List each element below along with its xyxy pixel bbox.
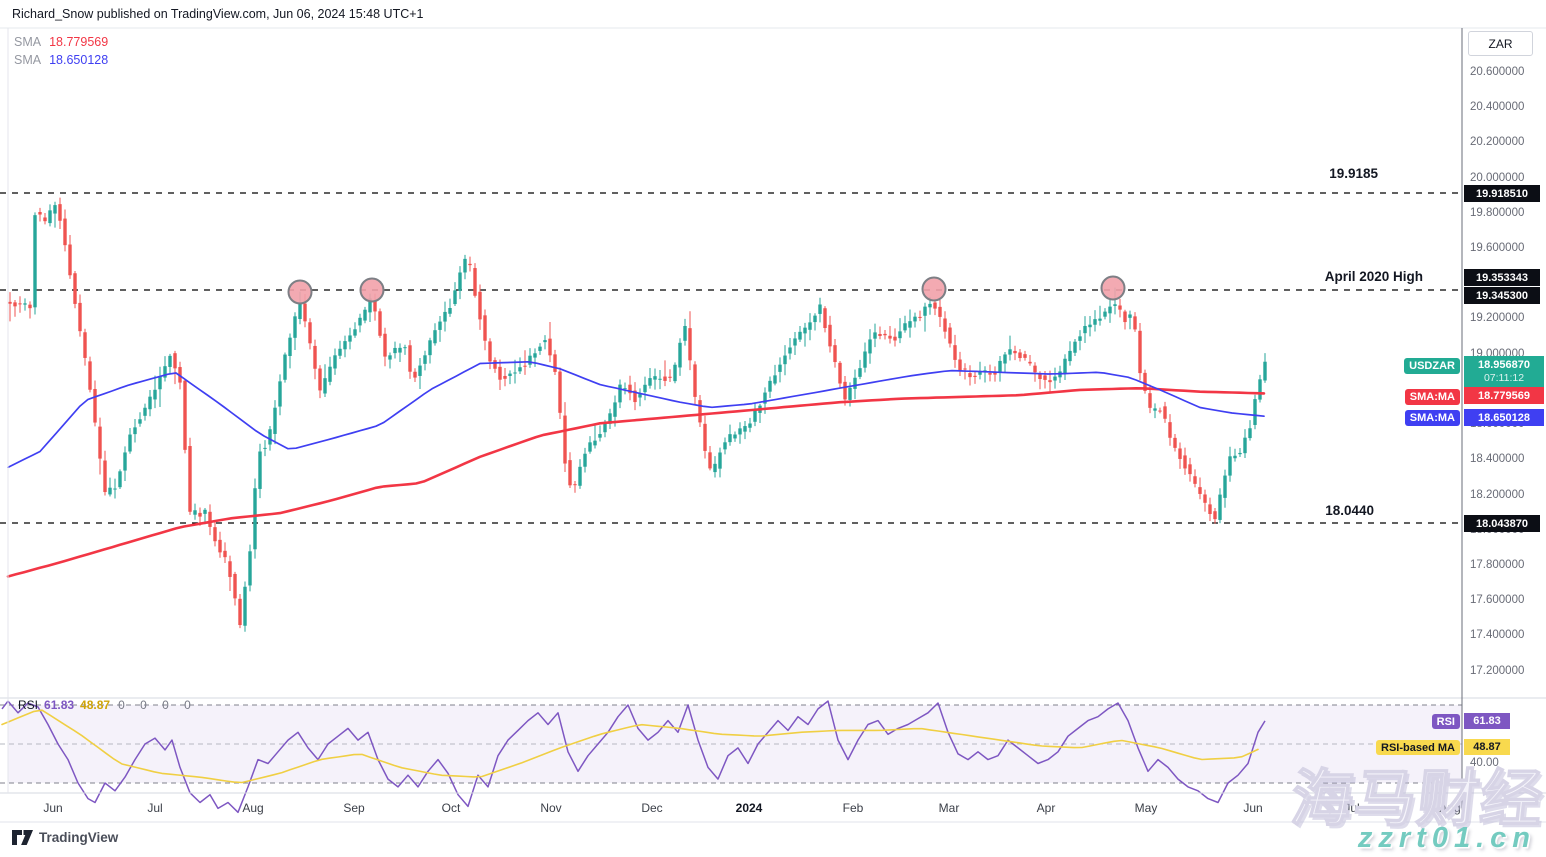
tradingview-logo-icon bbox=[12, 830, 33, 845]
month-label: Jun bbox=[43, 801, 63, 815]
month-label: Jul bbox=[1344, 801, 1360, 815]
month-label: Aug bbox=[242, 801, 264, 815]
month-label: Feb bbox=[842, 801, 864, 815]
sma-slow-price-tag: 18.779569 bbox=[1464, 387, 1544, 404]
tradingview-brand: TradingView bbox=[39, 830, 119, 845]
price-tick-label: 20.200000 bbox=[1470, 136, 1525, 149]
indicator-legend: SMA 18.779569 SMA 18.650128 bbox=[14, 34, 108, 70]
sma-slow-label: SMA bbox=[14, 35, 42, 49]
month-label: May bbox=[1134, 801, 1158, 815]
last-price-value: 18.956870 bbox=[1478, 358, 1530, 371]
price-tick-label: 17.600000 bbox=[1470, 594, 1525, 607]
month-label: 2024 bbox=[735, 801, 763, 815]
month-label: Mar bbox=[938, 801, 960, 815]
month-label: Apr bbox=[1036, 801, 1056, 815]
rsi-ma-value: 48.87 bbox=[80, 698, 111, 712]
month-label: Jul bbox=[147, 801, 163, 815]
sma-fast-price-tag: 18.650128 bbox=[1464, 409, 1544, 426]
last-price-tag: 18.956870 07:11:12 bbox=[1464, 356, 1544, 387]
price-tick-label: 18.200000 bbox=[1470, 488, 1525, 501]
sma-slow-legend[interactable]: SMA 18.779569 bbox=[14, 34, 108, 50]
rsi-axis-tick: 40.00 bbox=[1470, 757, 1499, 769]
rsi-ma-tag: RSI-based MA bbox=[1376, 740, 1460, 755]
month-label: Jun bbox=[1243, 801, 1263, 815]
price-tick-label: 20.600000 bbox=[1470, 66, 1525, 79]
month-label: Dec bbox=[641, 801, 663, 815]
rsi-value-tag: 61.83 bbox=[1464, 713, 1510, 729]
sma-fast-legend[interactable]: SMA 18.650128 bbox=[14, 52, 108, 68]
rsi-tag: RSI bbox=[1431, 714, 1460, 729]
price-tick-label: 17.200000 bbox=[1470, 664, 1525, 677]
symbol-tag: USDZAR bbox=[1404, 358, 1460, 374]
annotation-resistance-high: 19.9185 bbox=[1329, 166, 1378, 181]
price-tag-19353: 19.353343 bbox=[1464, 269, 1540, 286]
sma-fast-value: 18.650128 bbox=[49, 53, 109, 67]
bar-countdown: 07:11:12 bbox=[1483, 371, 1525, 384]
rsi-value: 61.83 bbox=[44, 698, 75, 712]
annotation-support-low: 18.0440 bbox=[1325, 503, 1374, 518]
published-line: Richard_Snow published on TradingView.co… bbox=[12, 7, 424, 21]
price-tag-18044: 18.043870 bbox=[1464, 515, 1540, 532]
price-tick-label: 18.400000 bbox=[1470, 453, 1525, 466]
rsi-ma-value-tag: 48.87 bbox=[1464, 739, 1510, 755]
rsi-label: RSI bbox=[18, 698, 39, 712]
watermark-url: zzrt01.cn bbox=[1357, 822, 1536, 854]
price-tick-label: 20.000000 bbox=[1470, 171, 1525, 184]
annotation-april-2020-high: April 2020 High bbox=[1324, 269, 1423, 284]
tradingview-footer[interactable]: TradingView bbox=[12, 830, 118, 845]
sma-slow-tag: SMA:MA bbox=[1404, 389, 1460, 405]
sma-fast-tag: SMA:MA bbox=[1404, 410, 1460, 426]
price-tick-label: 17.400000 bbox=[1470, 629, 1525, 642]
month-label: Oct bbox=[441, 801, 461, 815]
month-label: Aug bbox=[1439, 801, 1461, 815]
price-tick-label: 19.200000 bbox=[1470, 312, 1525, 325]
rsi-legend[interactable]: RSI 61.83 48.87 0 0 0 0 bbox=[18, 698, 197, 712]
sma-fast-label: SMA bbox=[14, 53, 42, 67]
sma-slow-value: 18.779569 bbox=[49, 35, 109, 49]
currency-axis-label: ZAR bbox=[1468, 31, 1533, 56]
price-tick-label: 19.800000 bbox=[1470, 206, 1525, 219]
price-tick-label: 17.800000 bbox=[1470, 558, 1525, 571]
price-tag-19918: 19.918510 bbox=[1464, 185, 1540, 202]
price-tick-label: 20.400000 bbox=[1470, 101, 1525, 114]
price-tick-label: 19.600000 bbox=[1470, 242, 1525, 255]
rsi-band-values: 0 0 0 0 bbox=[118, 698, 197, 712]
month-label: Sep bbox=[343, 801, 365, 815]
price-tag-19345: 19.345300 bbox=[1464, 287, 1540, 304]
month-label: Nov bbox=[540, 801, 562, 815]
